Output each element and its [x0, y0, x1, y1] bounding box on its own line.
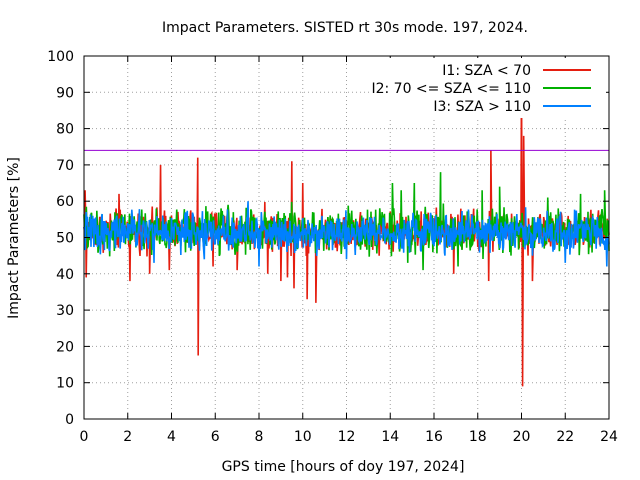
x-tick-label: 16	[425, 429, 443, 445]
x-tick-label: 22	[556, 429, 574, 445]
y-tick-label: 50	[56, 231, 74, 247]
y-tick-label: 80	[56, 122, 74, 138]
x-tick-label: 14	[381, 429, 399, 445]
y-tick-label: 60	[56, 194, 74, 210]
y-tick-label: 70	[56, 158, 74, 174]
y-axis-label: Impact Parameters [%]	[6, 157, 22, 319]
y-tick-label: 100	[47, 49, 74, 65]
legend-label-i3: I3: SZA > 110	[433, 99, 531, 115]
y-tick-label: 10	[56, 376, 74, 392]
axis-ticks: 0 2 4 6 8 10 12 14 16 18 20 22 240102030405060708090…	[47, 49, 618, 445]
x-tick-label: 2	[123, 429, 132, 445]
x-tick-label: 10	[294, 429, 312, 445]
x-tick-label: 6	[211, 429, 220, 445]
x-tick-label: 12	[338, 429, 356, 445]
x-tick-label: 18	[469, 429, 487, 445]
y-tick-label: 0	[65, 412, 74, 428]
legend-label-i1: I1: SZA < 70	[442, 63, 531, 79]
y-tick-label: 90	[56, 85, 74, 101]
legend-label-i2: I2: 70 <= SZA <= 110	[371, 81, 531, 97]
y-tick-label: 30	[56, 303, 74, 319]
legend: I1: SZA < 70 I2: 70 <= SZA <= 110 I3: SZ…	[370, 58, 606, 118]
y-tick-label: 40	[56, 267, 74, 283]
x-tick-label: 8	[255, 429, 264, 445]
y-tick-label: 20	[56, 339, 74, 355]
series-line-i3	[83, 201, 610, 267]
chart-title: Impact Parameters. SISTED rt 30s mode. 1…	[162, 20, 528, 36]
x-tick-label: 20	[513, 429, 531, 445]
x-tick-label: 0	[80, 429, 89, 445]
x-tick-label: 24	[600, 429, 618, 445]
x-axis-label: GPS time [hours of doy 197, 2024]	[222, 459, 465, 475]
x-tick-label: 4	[167, 429, 176, 445]
